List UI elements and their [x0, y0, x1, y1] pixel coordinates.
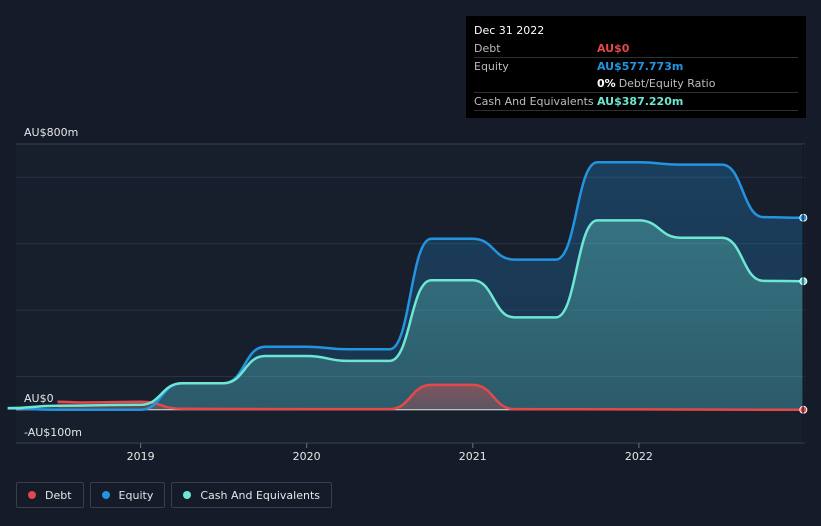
legend-cash-toggle[interactable]: Cash And Equivalents	[171, 482, 332, 508]
tooltip-cash-label: Cash And Equivalents	[474, 95, 594, 108]
y-tick-label: AU$800m	[24, 126, 78, 139]
chart-legend: Debt Equity Cash And Equivalents	[16, 482, 332, 508]
tooltip-ratio-label: Debt/Equity Ratio	[618, 77, 716, 90]
x-tick-label: 2020	[293, 450, 321, 463]
legend-debt-toggle[interactable]: Debt	[16, 482, 84, 508]
legend-debt-label: Debt	[45, 488, 72, 502]
tooltip-ratio-value: 0%	[597, 77, 616, 90]
x-tick-label: 2019	[127, 450, 155, 463]
legend-cash-dot-icon	[183, 491, 192, 499]
tooltip-row-ratio: 0% Debt/Equity Ratio	[474, 76, 798, 93]
tooltip-cash-value: AU$387.220m	[597, 95, 684, 108]
legend-equity-dot-icon	[101, 491, 110, 499]
y-tick-label: -AU$100m	[24, 426, 82, 439]
tooltip-date: Dec 31 2022	[474, 24, 545, 37]
tooltip-row-debt: Debt AU$0	[474, 41, 798, 58]
legend-equity-label: Equity	[118, 488, 154, 502]
cash-line	[7, 219, 804, 410]
debt-line	[57, 383, 804, 412]
tooltip-panel: Dec 31 2022 Debt AU$0 Equity AU$577.773m…	[466, 16, 806, 118]
legend-cash-label: Cash And Equivalents	[200, 488, 320, 502]
tooltip-row-equity: Equity AU$577.773m	[474, 59, 798, 75]
x-tick-label: 2022	[625, 450, 653, 463]
tooltip-equity-label: Equity	[474, 60, 509, 73]
tooltip-row-cash: Cash And Equivalents AU$387.220m	[474, 94, 798, 111]
legend-equity-toggle[interactable]: Equity	[89, 482, 166, 508]
cash-area	[7, 220, 804, 410]
y-tick-label: AU$0	[24, 392, 54, 405]
x-tick-label: 2021	[459, 450, 487, 463]
tooltip-debt-label: Debt	[474, 42, 501, 55]
debt-area	[57, 384, 804, 410]
legend-debt-dot-icon	[28, 491, 36, 499]
tooltip-debt-value: AU$0	[597, 42, 630, 55]
tooltip-equity-value: AU$577.773m	[597, 60, 684, 73]
